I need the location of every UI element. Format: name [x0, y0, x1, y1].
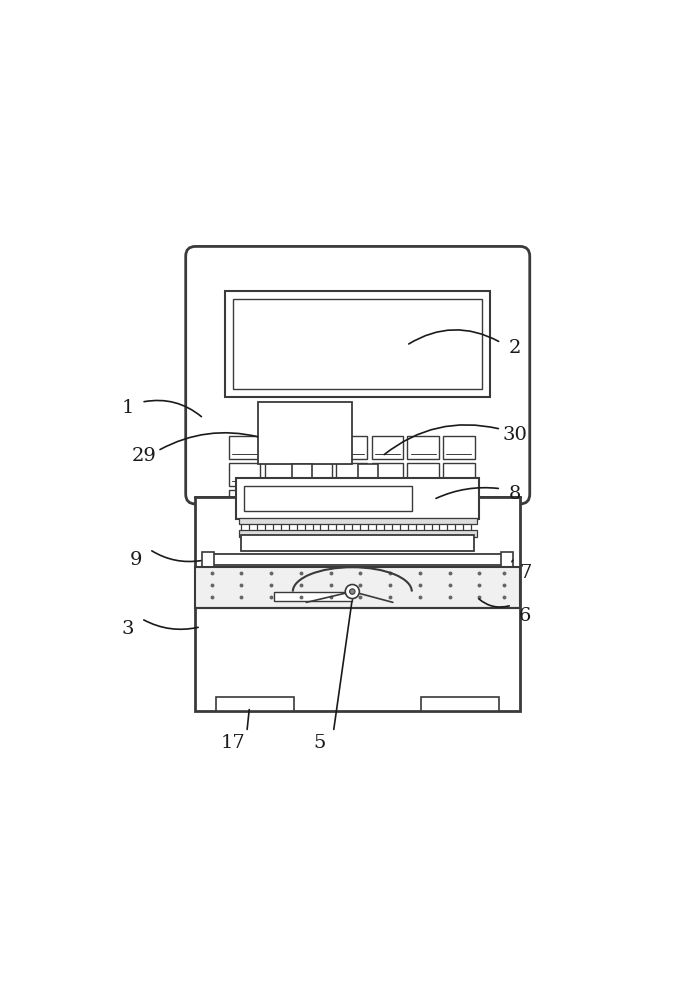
- Bar: [443, 436, 475, 459]
- Bar: [239, 530, 477, 537]
- Bar: [229, 436, 260, 459]
- Bar: [216, 697, 295, 711]
- Bar: [195, 497, 520, 711]
- Bar: [239, 518, 477, 524]
- Bar: [372, 463, 403, 486]
- Text: 30: 30: [502, 426, 527, 444]
- Bar: [443, 463, 475, 486]
- Bar: [233, 299, 482, 389]
- Bar: [408, 436, 439, 459]
- Circle shape: [346, 585, 359, 599]
- Bar: [265, 463, 296, 486]
- Bar: [408, 490, 439, 513]
- Text: 1: 1: [121, 399, 134, 417]
- Bar: [501, 552, 513, 567]
- Bar: [211, 554, 504, 565]
- Text: 9: 9: [130, 551, 142, 569]
- Text: 6: 6: [519, 607, 532, 625]
- Bar: [292, 464, 312, 497]
- Bar: [202, 552, 214, 567]
- Bar: [300, 463, 332, 486]
- Bar: [336, 490, 367, 513]
- Bar: [372, 490, 403, 513]
- Text: 8: 8: [508, 485, 521, 503]
- Bar: [358, 464, 378, 497]
- Bar: [274, 592, 352, 601]
- Text: 5: 5: [313, 734, 326, 752]
- Bar: [244, 486, 412, 511]
- Bar: [265, 490, 296, 513]
- Bar: [229, 490, 260, 513]
- Text: 7: 7: [519, 564, 532, 582]
- Bar: [443, 490, 475, 513]
- Bar: [195, 567, 520, 608]
- Bar: [408, 463, 439, 486]
- Bar: [242, 535, 474, 551]
- Bar: [336, 463, 367, 486]
- Bar: [372, 436, 403, 459]
- Bar: [300, 490, 332, 513]
- Bar: [265, 436, 296, 459]
- Bar: [225, 291, 490, 397]
- FancyBboxPatch shape: [186, 246, 530, 504]
- Bar: [258, 402, 352, 464]
- Text: 2: 2: [508, 339, 521, 357]
- Bar: [336, 436, 367, 459]
- Text: 3: 3: [121, 620, 134, 638]
- Bar: [229, 463, 260, 486]
- Text: 17: 17: [221, 734, 246, 752]
- Bar: [236, 478, 480, 519]
- Bar: [421, 697, 500, 711]
- Circle shape: [350, 589, 355, 594]
- Bar: [300, 436, 332, 459]
- Text: 29: 29: [132, 447, 156, 465]
